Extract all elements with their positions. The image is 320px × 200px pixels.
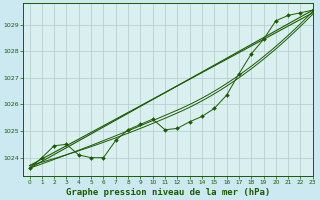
X-axis label: Graphe pression niveau de la mer (hPa): Graphe pression niveau de la mer (hPa): [66, 188, 270, 197]
